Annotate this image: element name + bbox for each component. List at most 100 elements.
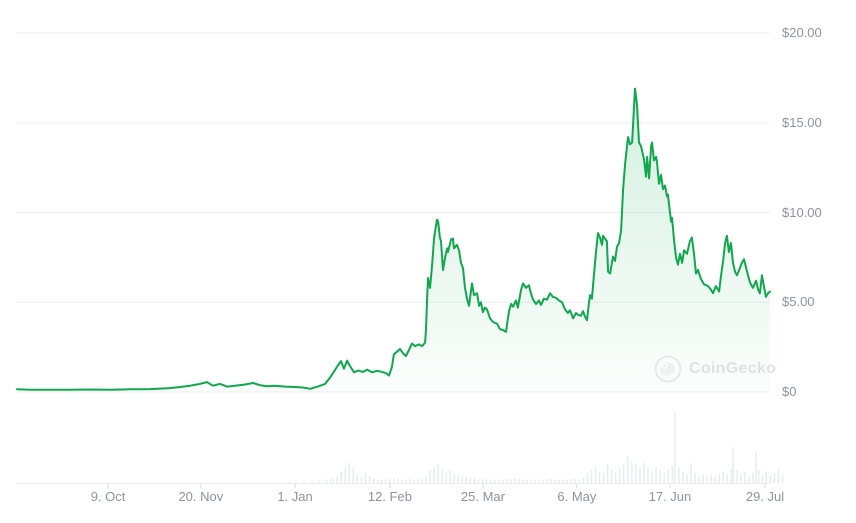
price-area-fill <box>17 88 770 392</box>
volume-bar <box>336 475 338 483</box>
volume-bar <box>352 467 355 483</box>
volume-bar <box>538 479 540 483</box>
x-axis-label: 6. May <box>557 489 597 504</box>
volume-bar <box>698 475 700 483</box>
x-axis-label: 1. Jan <box>277 489 313 504</box>
volume-bar <box>501 479 504 483</box>
volume-bar <box>554 479 556 483</box>
price-line[interactable] <box>16 87 771 391</box>
volume-bar <box>623 464 625 483</box>
volume-bar <box>667 470 669 483</box>
x-axis-label: 25. Mar <box>460 489 505 504</box>
volume-bar <box>445 472 447 484</box>
volume-bar <box>518 478 520 483</box>
volume-bar <box>376 479 379 483</box>
volume-bar <box>732 447 734 483</box>
volume-bar <box>493 479 496 483</box>
volume-bar <box>647 468 649 483</box>
volume-bar <box>388 479 391 483</box>
volume-bar <box>384 478 387 483</box>
volume-bar <box>417 479 419 483</box>
volume-bar <box>393 478 395 483</box>
volume-bar <box>590 470 593 483</box>
volume-bar <box>671 466 673 483</box>
y-axis-label: $0 <box>782 384 797 399</box>
volume-bar <box>441 468 443 483</box>
y-axis-label: $15.00 <box>782 114 822 130</box>
coingecko-logo-icon <box>654 355 682 383</box>
volume-bar <box>530 479 532 483</box>
watermark-text: CoinGecko <box>689 360 777 377</box>
volume-bar <box>562 479 564 483</box>
volume-bar <box>506 478 508 483</box>
volume-bar <box>473 478 476 483</box>
volume-bar <box>686 474 688 483</box>
volume-bar <box>730 468 733 483</box>
volume-bar <box>781 475 784 483</box>
volume-bar <box>722 471 725 483</box>
volume-bar <box>702 474 704 483</box>
volume-bar <box>744 471 746 483</box>
volume-bar <box>773 473 776 483</box>
volume-bar <box>397 479 399 483</box>
volume-bar <box>655 467 657 483</box>
volume-bar <box>755 452 757 483</box>
volume-bar <box>489 480 492 483</box>
volume-bar <box>465 477 468 483</box>
volume-bar <box>610 470 613 483</box>
volume-bar <box>372 478 375 483</box>
volume-bar <box>319 480 321 483</box>
volume-bar <box>522 479 524 483</box>
volume-bar <box>481 478 484 483</box>
y-axis-label: $5.00 <box>782 294 815 310</box>
x-axis-label: 17. Jun <box>648 489 692 504</box>
volume-bar <box>421 478 423 483</box>
volume-bar <box>761 474 764 483</box>
volume-bar <box>740 474 742 483</box>
volume-bar <box>639 467 641 483</box>
y-axis-label: $10.00 <box>782 204 822 220</box>
volume-bar <box>578 479 581 483</box>
volume-bar <box>769 475 772 483</box>
volume-bar <box>514 478 516 483</box>
volume-bar <box>678 467 680 483</box>
x-axis-label: 12. Feb <box>367 489 412 504</box>
volume-bar <box>295 480 297 483</box>
volume-bar <box>429 470 431 483</box>
volume-bar <box>570 479 572 483</box>
volume-bar <box>409 478 411 483</box>
volume-bar <box>534 480 536 483</box>
x-axis-label: 29. Jul <box>745 489 785 504</box>
volume-bar <box>582 478 585 483</box>
volume-bar <box>594 467 597 483</box>
volume-bar <box>348 463 351 483</box>
volume-bar <box>469 478 472 483</box>
volume-bar <box>718 473 720 483</box>
volume-bar <box>748 475 750 483</box>
volume-bar <box>558 480 560 483</box>
volume-bar <box>598 471 601 483</box>
x-axis-label: 20. Nov <box>178 489 224 504</box>
volume-bar <box>329 478 332 483</box>
volume-bar <box>550 478 552 483</box>
volume-bar <box>574 478 577 483</box>
volume-bar <box>453 474 455 483</box>
volume-bar <box>682 471 684 483</box>
volume-bar <box>736 470 738 483</box>
volume-bar <box>425 476 427 483</box>
volume-bar <box>401 480 403 483</box>
volume-bar <box>765 471 768 483</box>
volume-bar <box>287 481 290 483</box>
volume-bar <box>497 480 500 483</box>
volume-bar <box>303 481 305 483</box>
volume-bar <box>714 475 716 483</box>
volume-bar <box>356 474 359 483</box>
volume-bar <box>380 480 383 483</box>
volume-bar <box>643 463 645 483</box>
volume-bar <box>606 463 609 483</box>
x-axis-label: 9. Oct <box>90 489 126 504</box>
volume-bar <box>659 470 661 483</box>
volume-bar <box>726 474 729 483</box>
volume-bar <box>546 479 548 483</box>
